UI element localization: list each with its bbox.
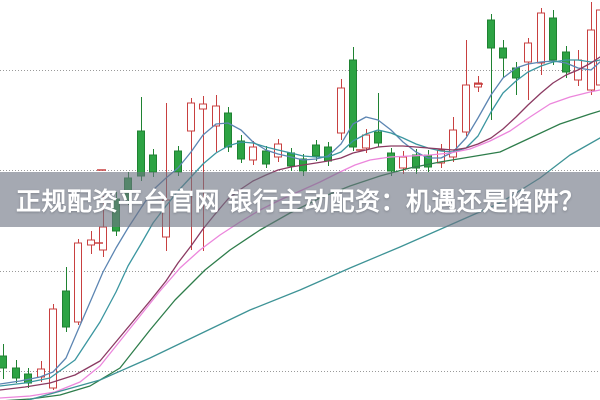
- candle-up: [399, 156, 407, 169]
- candle-up: [212, 105, 220, 127]
- candle-down: [287, 152, 295, 167]
- candle-up: [187, 102, 195, 132]
- candle-up: [462, 84, 470, 133]
- candle-up: [99, 226, 107, 251]
- candle-down: [349, 59, 357, 148]
- headline-text: 正规配资平台官网 银行主动配资：机遇还是陷阱？: [16, 187, 585, 216]
- candle-down: [137, 130, 145, 177]
- candle-up: [449, 129, 457, 158]
- candle-down: [62, 290, 70, 328]
- ma-green: [5, 110, 600, 400]
- candle-up: [87, 239, 95, 246]
- candle-up: [74, 242, 82, 323]
- candle-down: [237, 140, 245, 160]
- candle-up: [337, 87, 345, 134]
- candle-down: [549, 17, 557, 61]
- ma-fast-teal: [0, 59, 600, 387]
- candle-up: [524, 42, 532, 63]
- candle-down: [174, 150, 182, 173]
- candle-up: [199, 103, 207, 110]
- candle-down: [387, 152, 395, 172]
- candle-up: [362, 134, 370, 149]
- candle-up: [587, 29, 595, 91]
- candle-down: [374, 131, 382, 144]
- candle-down: [224, 112, 232, 148]
- candle-down: [262, 150, 270, 165]
- candle-up: [49, 308, 57, 389]
- candle-down: [487, 19, 495, 49]
- candle-down: [0, 355, 7, 369]
- candle-up: [249, 146, 257, 161]
- candle-up: [537, 12, 545, 64]
- candle-down: [499, 47, 507, 59]
- candle-down: [12, 367, 20, 379]
- candle-down: [149, 154, 157, 173]
- candle-down: [312, 144, 320, 157]
- candle-up: [596, 9, 600, 86]
- candle-down: [412, 154, 420, 169]
- ma-maroon: [0, 56, 600, 391]
- ma-fast-blue: [0, 60, 600, 385]
- headline-banner: 正规配资平台官网 银行主动配资：机遇还是陷阱？: [0, 172, 600, 227]
- candle-up: [474, 82, 482, 88]
